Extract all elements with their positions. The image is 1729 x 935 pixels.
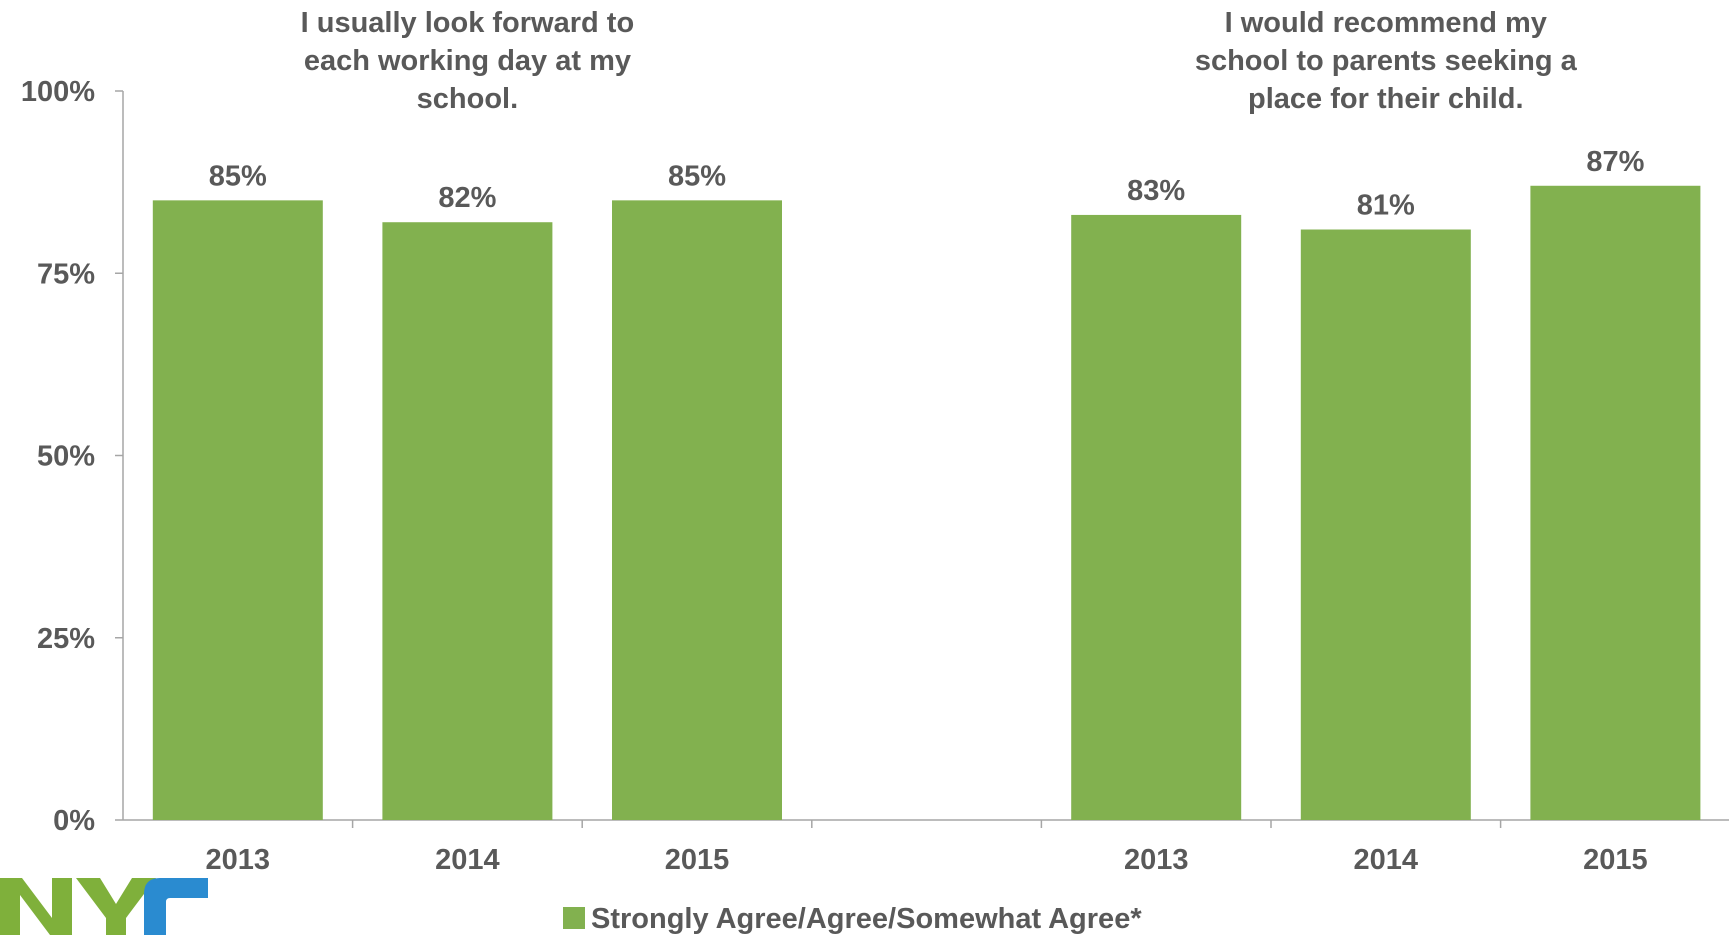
x-category-label: 2014 [1354,844,1419,876]
logo-letter-c [144,878,208,935]
y-tick-label: 50% [37,441,95,473]
y-tick-label: 0% [53,805,95,837]
legend-label: Strongly Agree/Agree/Somewhat Agree* [591,903,1142,935]
nyc-logo [0,878,208,935]
bar [1530,185,1701,820]
group-title-line: place for their child. [1248,83,1524,115]
bar [1071,214,1242,820]
group-title-line: I usually look forward to [301,7,635,39]
bars [152,185,1701,821]
legend: Strongly Agree/Agree/Somewhat Agree* [563,903,1142,935]
bar-data-label: 87% [1586,146,1644,178]
y-tick-label: 25% [37,623,95,655]
labels: 85% 2013 82% 2014 85% 2015 83% 2013 81% 2014 87% 20… [206,146,1648,876]
bar [1300,229,1471,820]
x-category-label: 2013 [206,844,271,876]
bar-data-label: 85% [668,160,726,192]
bar-data-label: 85% [209,160,267,192]
y-tick-label: 100% [21,76,95,108]
bar [152,200,323,821]
group-title-line: I would recommend my [1225,7,1547,39]
x-category-label: 2014 [435,844,500,876]
x-category-label: 2013 [1124,844,1189,876]
bar [612,200,782,821]
logo-letter-y [76,878,156,935]
bar-data-label: 83% [1127,175,1185,207]
group-title-line: each working day at my [304,45,631,77]
y-tick-label: 75% [37,258,95,290]
group-title-line: school. [417,83,519,115]
bar-data-label: 82% [438,182,496,214]
bar [382,222,553,821]
group-title-line: school to parents seeking a [1195,45,1578,77]
legend-swatch [563,907,585,929]
logo-letter-n [0,878,72,935]
bar-data-label: 81% [1357,190,1415,222]
group-titles: I usually look forward to each working da… [301,7,1578,115]
x-category-label: 2015 [665,844,730,876]
x-category-label: 2015 [1583,844,1648,876]
